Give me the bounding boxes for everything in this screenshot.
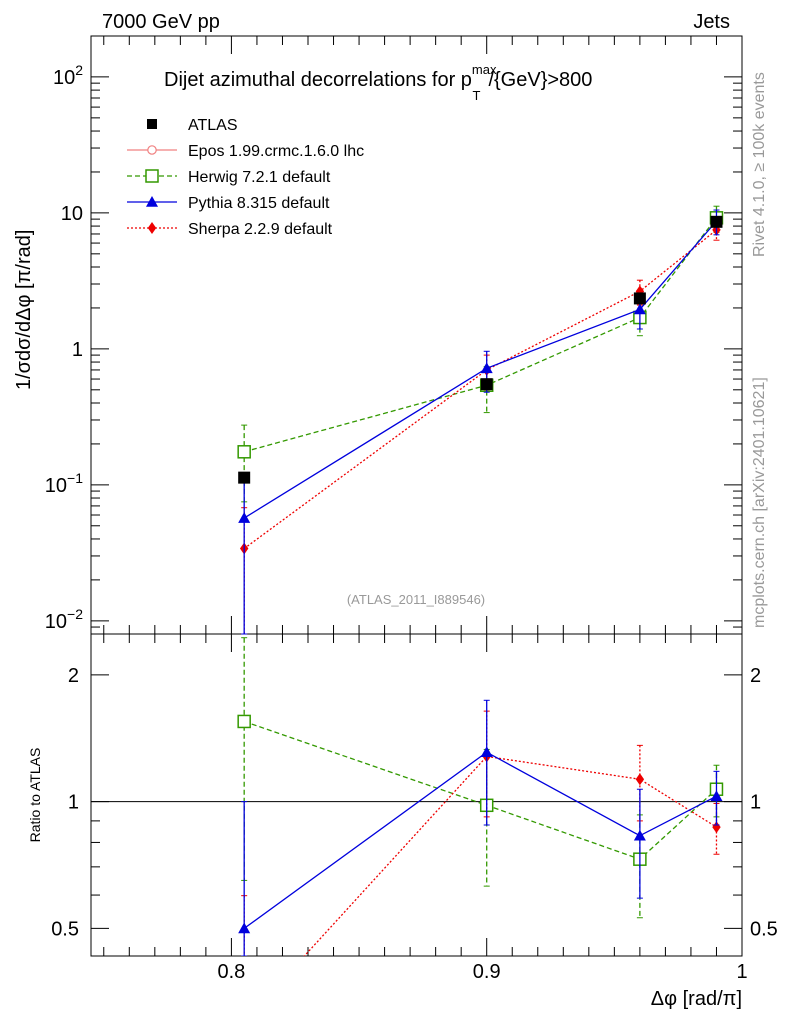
ratio-y-tick-label-right: 1 [750,792,761,814]
main-point-pythia [238,512,251,523]
legend-entry-epos: Epos 1.99.crmc.1.6.0 lhc [127,143,364,160]
legend-marker-epos [147,145,157,155]
main-series-pythia [238,209,723,635]
ratio-line-sherpa [303,755,717,956]
chart-title-text: Dijet azimuthal decorrelations for p [164,69,472,91]
x-tick-label: 0.8 [218,961,246,983]
legend-label-pythia: Pythia 8.315 default [188,195,330,212]
legend: ATLAS Epos 1.99.crmc.1.6.0 lhc Herwig 7.2.… [127,117,364,238]
analysis-id-label: (ATLAS_2011_I889546) [347,592,485,607]
ratio-point-sherpa [635,773,645,786]
legend-entry-atlas: ATLAS [147,117,238,134]
legend-label-herwig: Herwig 7.2.1 default [188,169,331,186]
y-tick-label: 10 [61,203,83,225]
mcplots-credit-label: mcplots.cern.ch [arXiv:2401.10621] [751,377,768,628]
legend-label-epos: Epos 1.99.crmc.1.6.0 lhc [188,143,364,160]
main-line-pythia [243,220,717,519]
ratio-y-tick-label-left: 0.5 [51,918,79,940]
ratio-series-pythia [238,699,723,956]
ratio-point-pythia [633,829,646,841]
main-series-herwig [237,205,724,503]
ratio-series-clipped [237,637,724,956]
title-subscript: T [472,88,480,103]
main-point-herwig [237,445,251,459]
legend-marker-atlas [147,119,157,129]
legend-label-sherpa: Sherpa 2.2.9 default [188,221,333,238]
ratio-point-pythia [710,790,723,802]
main-point-atlas [710,215,723,228]
energy-label: 7000 GeV pp [102,11,220,33]
legend-entry-sherpa: Sherpa 2.2.9 default [127,221,333,238]
legend-marker-pythia [146,196,158,207]
y-tick-label: 10−1 [45,470,83,497]
main-point-atlas [238,471,251,484]
main-point-atlas [633,292,646,305]
ratio-point-sherpa [712,821,721,834]
main-point-atlas [480,378,493,391]
y-tick-label: 10−2 [45,606,83,633]
ratio-y-tick-label-right: 2 [750,665,761,687]
ratio-axis-ticks [91,634,743,956]
ratio-y-tick-label-left: 2 [68,665,79,687]
legend-entry-herwig: Herwig 7.2.1 default [127,169,331,186]
y-tick-label: 1 [72,339,83,361]
ratio-line-pythia [243,751,717,929]
legend-marker-herwig [145,169,159,183]
main-y-axis-label: 1/σdσ/dΔφ [π/rad] [13,230,35,390]
x-axis-label: Δφ [rad/π] [651,988,742,1010]
main-y-tick-labels: 10−2 10−1 1 10 102 [45,62,83,633]
ratio-series-layer [237,637,724,956]
main-series-sherpa [239,220,721,635]
ratio-tick-labels: 0.5 0.51 12 20.8 0.9 1 [51,665,778,983]
title-superscript: max [472,62,497,77]
ratio-y-axis-label: Ratio to ATLAS [27,748,43,843]
legend-label-atlas: ATLAS [188,117,238,134]
legend-entry-pythia: Pythia 8.315 default [127,195,330,212]
legend-marker-sherpa [147,222,157,234]
ratio-series-herwig [237,637,724,919]
rivet-version-label: Rivet 4.1.0, ≥ 100k events [751,72,768,257]
main-line-herwig [244,217,717,453]
ratio-point-pythia [480,746,493,758]
main-series-atlas [238,215,723,484]
ratio-point-herwig [237,714,251,729]
ratio-point-pythia [238,922,251,934]
main-series-layer [237,205,724,635]
main-point-pythia [633,303,646,315]
category-label: Jets [693,11,730,33]
title-suffix: /{GeV}>800 [488,69,592,91]
y-tick-label: 102 [53,62,83,89]
ratio-y-tick-label-left: 1 [68,792,79,814]
ratio-line-herwig [243,720,717,860]
x-tick-label: 0.9 [473,961,501,983]
x-tick-label: 1 [736,961,747,983]
chart-title: Dijet azimuthal decorrelations for pmax T… [164,62,592,103]
ratio-y-tick-label-right: 0.5 [750,918,778,940]
main-axis-ticks [91,35,743,635]
ratio-frame [90,633,743,957]
main-point-pythia [480,362,493,374]
